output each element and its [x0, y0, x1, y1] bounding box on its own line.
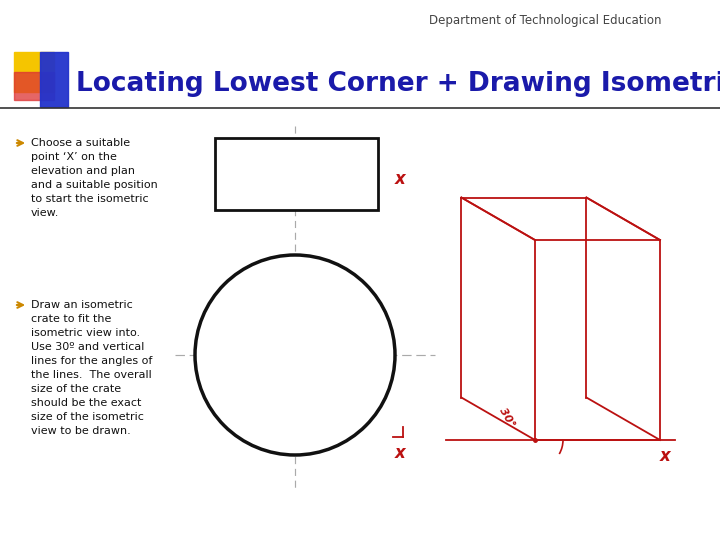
Bar: [215, 138, 378, 210]
Text: Department of Technological Education: Department of Technological Education: [428, 14, 661, 27]
Bar: [14, 52, 54, 92]
Text: Locating Lowest Corner + Drawing Isometric Crate: Locating Lowest Corner + Drawing Isometr…: [76, 71, 720, 97]
Text: x: x: [660, 447, 670, 465]
Bar: [40, 52, 68, 107]
Text: x: x: [395, 444, 405, 462]
Text: 30°: 30°: [498, 407, 517, 430]
Circle shape: [195, 255, 395, 455]
Bar: [14, 72, 54, 100]
Text: Draw an isometric
crate to fit the
isometric view into.
Use 30º and vertical
lin: Draw an isometric crate to fit the isome…: [31, 300, 153, 436]
Text: Choose a suitable
point ‘X’ on the
elevation and plan
and a suitable position
to: Choose a suitable point ‘X’ on the eleva…: [31, 138, 158, 218]
Text: x: x: [395, 170, 405, 188]
